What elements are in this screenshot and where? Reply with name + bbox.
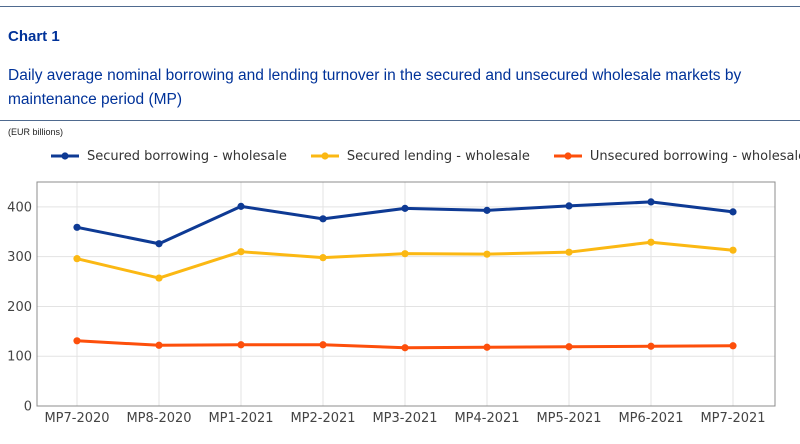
chart-label: Chart 1 xyxy=(8,28,60,45)
data-point xyxy=(565,248,573,256)
x-tick-label: MP5-2021 xyxy=(536,411,601,426)
legend-swatch xyxy=(310,152,339,160)
data-point xyxy=(565,343,573,351)
data-point xyxy=(401,344,409,352)
data-point xyxy=(237,202,245,210)
data-point xyxy=(729,208,737,216)
unit-label: (EUR billions) xyxy=(8,127,64,137)
data-point xyxy=(729,246,737,254)
legend-label: Secured lending - wholesale xyxy=(346,148,530,164)
y-tick-label: 400 xyxy=(7,200,32,215)
x-tick-label: MP3-2021 xyxy=(372,411,437,426)
legend-label: Secured borrowing - wholesale xyxy=(87,148,287,164)
legend-swatch xyxy=(51,152,79,160)
x-tick-label: MP6-2021 xyxy=(618,411,683,426)
data-point xyxy=(647,238,655,246)
data-point xyxy=(237,248,245,256)
data-point xyxy=(483,206,491,214)
data-point xyxy=(73,223,81,231)
y-tick-label: 200 xyxy=(7,300,32,315)
data-point xyxy=(647,198,655,206)
legend-item: Unsecured borrowing - wholesale xyxy=(553,149,800,164)
data-point xyxy=(729,342,737,350)
data-point xyxy=(483,343,491,351)
data-point xyxy=(401,250,409,258)
legend-swatch xyxy=(553,152,582,160)
top-divider xyxy=(0,6,800,7)
plot-border xyxy=(36,181,776,407)
data-point xyxy=(155,341,163,349)
chart-title: Daily average nominal borrowing and lend… xyxy=(8,67,742,108)
y-tick-label: 0 xyxy=(24,400,32,415)
y-tick-label: 300 xyxy=(7,250,32,265)
data-point xyxy=(647,342,655,350)
data-point xyxy=(73,255,81,263)
data-point xyxy=(73,337,81,345)
x-tick-label: MP1-2021 xyxy=(208,411,273,426)
x-tick-label: MP2-2021 xyxy=(290,411,355,426)
data-point xyxy=(319,341,327,349)
chart-legend: Secured borrowing - wholesale Secured len… xyxy=(50,145,800,167)
data-point xyxy=(483,250,491,258)
x-tick-label: MP7-2021 xyxy=(700,411,765,426)
data-point xyxy=(237,341,245,349)
data-point xyxy=(155,240,163,248)
data-point xyxy=(319,215,327,223)
x-tick-label: MP7-2020 xyxy=(44,411,109,426)
data-point xyxy=(565,202,573,210)
data-point xyxy=(319,254,327,262)
title-divider xyxy=(0,120,800,121)
legend-item: Secured borrowing - wholesale xyxy=(50,149,287,164)
x-tick-label: MP4-2021 xyxy=(454,411,519,426)
y-tick-label: 100 xyxy=(7,350,32,365)
data-point xyxy=(401,204,409,212)
legend-label: Unsecured borrowing - wholesale xyxy=(589,148,800,164)
data-point xyxy=(155,274,163,282)
legend-item: Secured lending - wholesale xyxy=(310,149,530,164)
x-tick-label: MP8-2020 xyxy=(126,411,191,426)
